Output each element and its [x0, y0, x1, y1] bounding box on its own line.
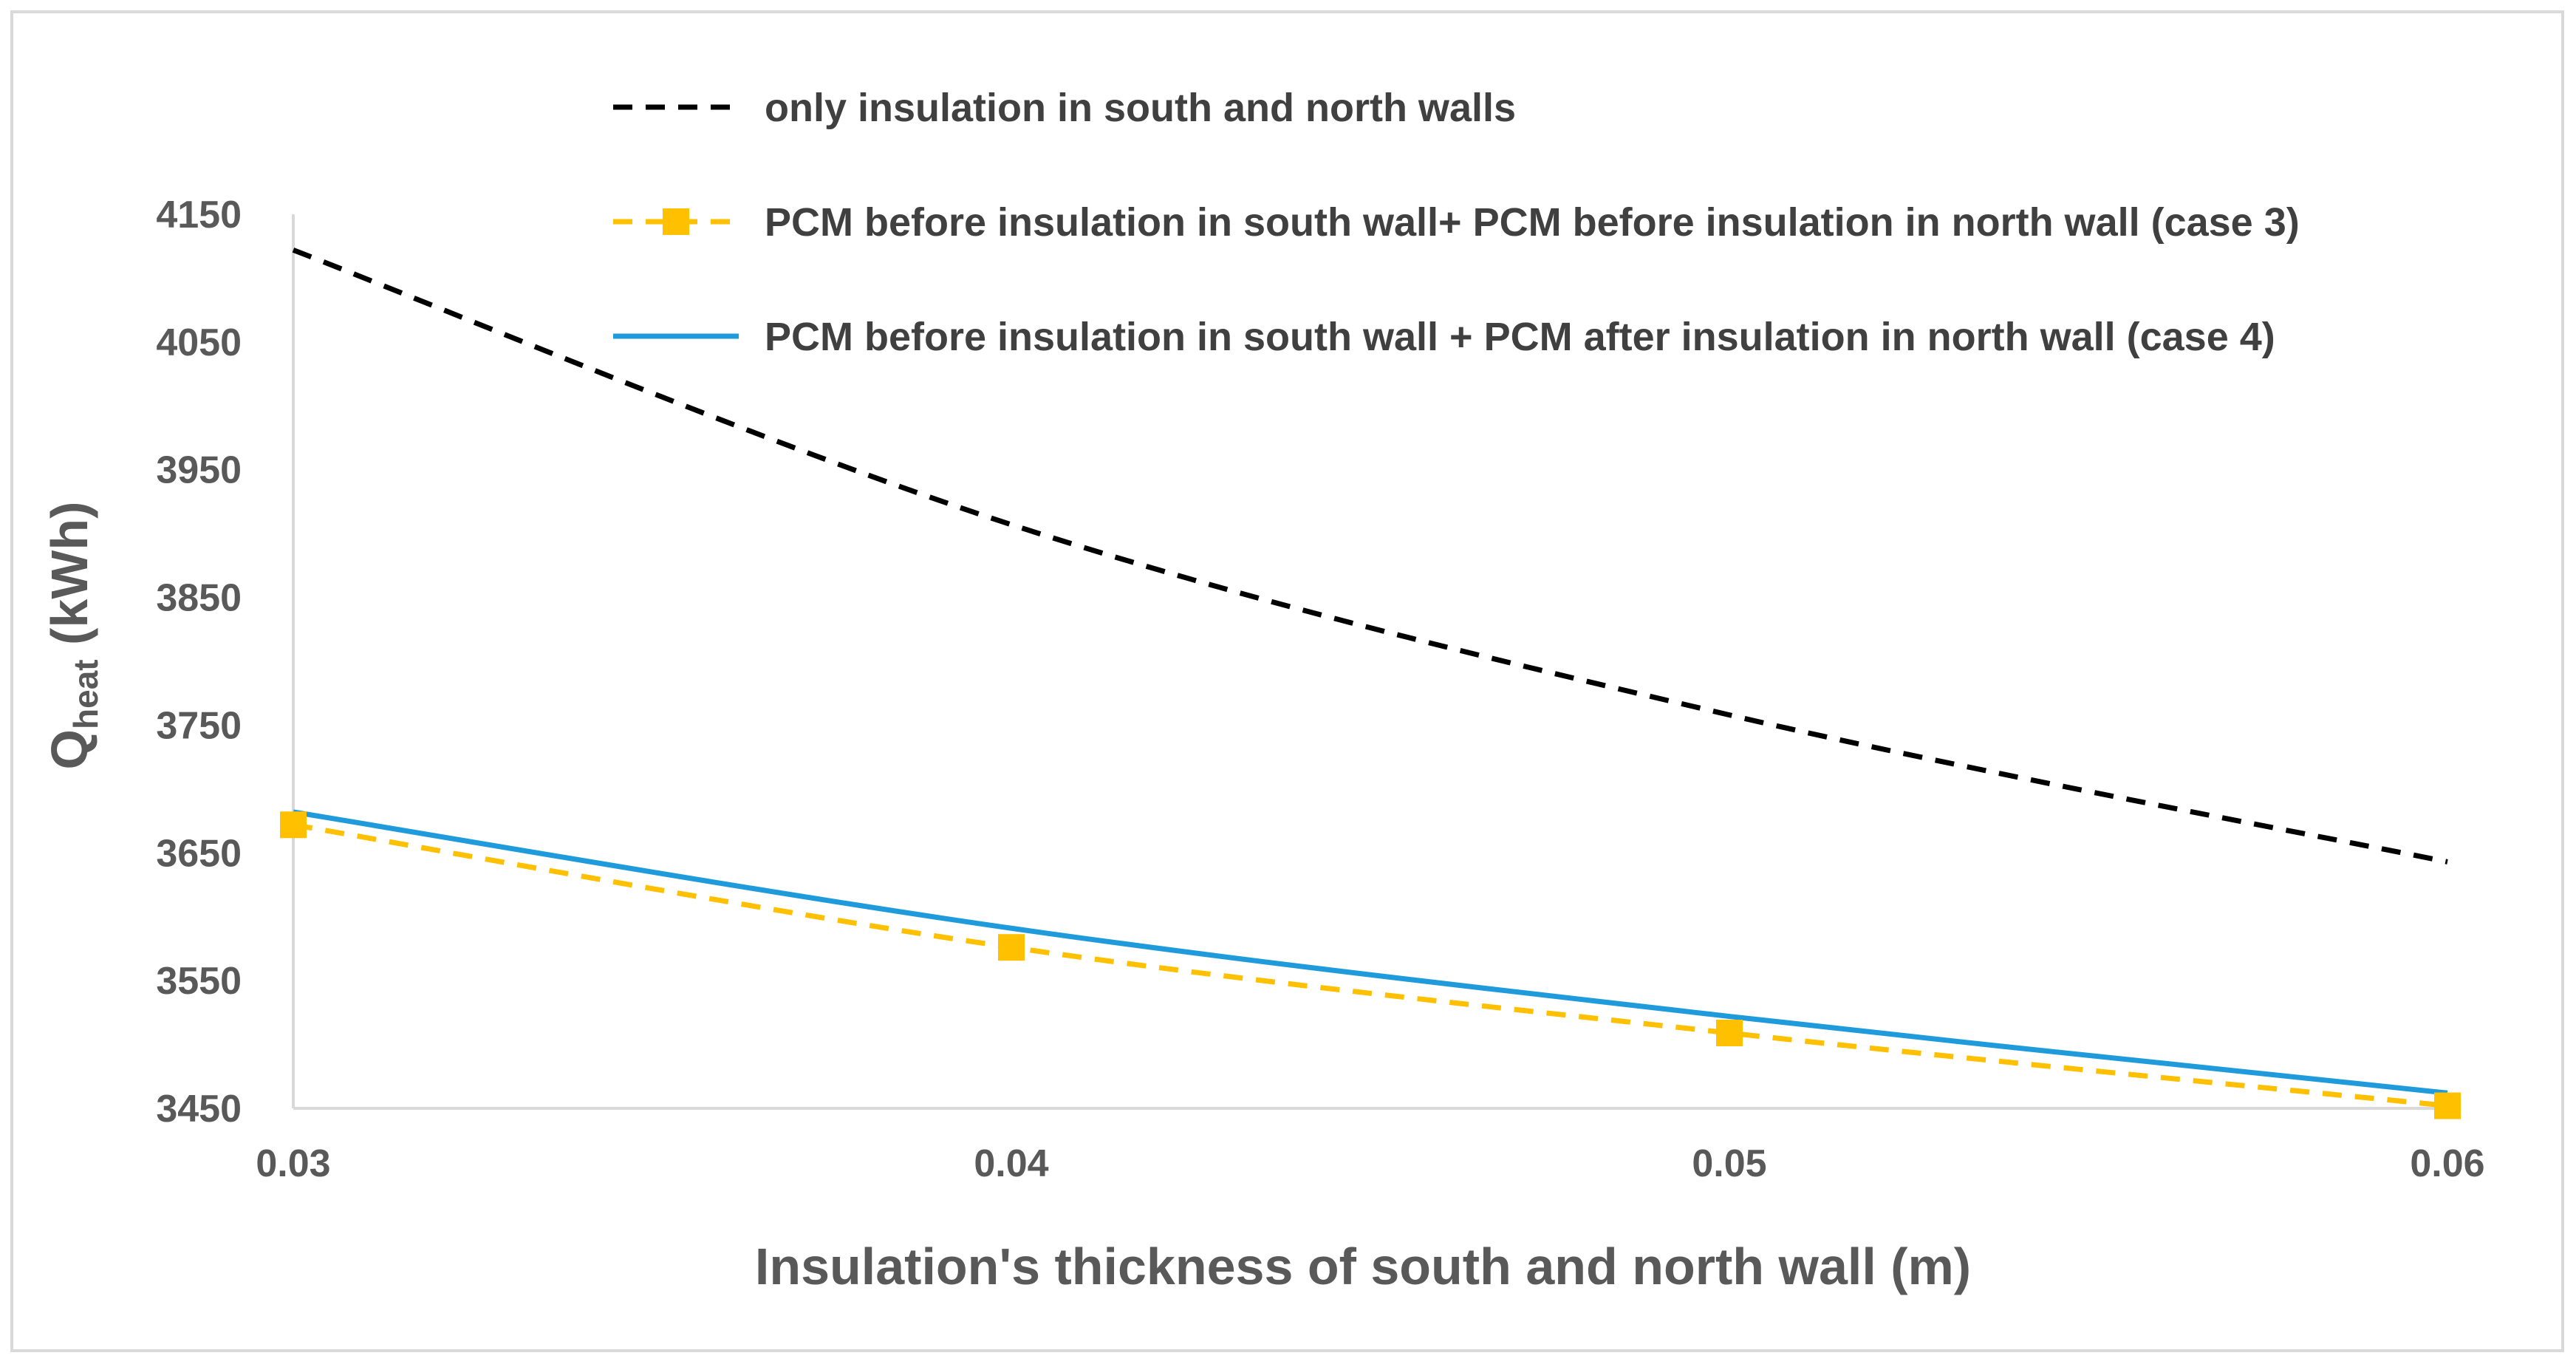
legend-swatch-marker — [663, 208, 689, 235]
series-marker-square — [1716, 1020, 1743, 1047]
legend: only insulation in south and north walls… — [613, 86, 2300, 359]
y-tick-label: 3450 — [156, 1088, 242, 1131]
series-1 — [292, 248, 2448, 865]
x-tick-labels: 0.03 0.04 0.05 0.06 — [256, 1142, 2484, 1185]
y-tick-labels: 3450 3550 3650 3750 3850 3950 4050 4150 — [156, 194, 242, 1131]
y-axis-title: Qheat (kWh) — [41, 502, 105, 770]
x-axis-title: Insulation's thickness of south and nort… — [755, 1238, 1971, 1295]
legend-item-3: PCM before insulation in south wall + PC… — [613, 315, 2275, 359]
legend-label: PCM before insulation in south wall+ PCM… — [765, 200, 2300, 245]
y-tick-label: 4050 — [156, 321, 242, 364]
series-layer — [280, 248, 2461, 1119]
series-marker-square — [998, 934, 1025, 961]
y-axis-title-subscript: heat — [66, 659, 105, 729]
axes — [292, 214, 2447, 1110]
series-marker-square — [2434, 1092, 2461, 1119]
chart-frame — [10, 10, 2564, 1352]
y-tick-label: 4150 — [156, 194, 242, 236]
y-axis-title-unit: (kWh) — [41, 502, 98, 660]
series-line — [293, 809, 2448, 1096]
y-tick-label: 3750 — [156, 704, 242, 747]
x-tick-label: 0.03 — [256, 1142, 330, 1185]
x-tick-label: 0.05 — [1692, 1142, 1766, 1185]
x-tick-label: 0.06 — [2410, 1142, 2484, 1185]
y-tick-label: 3550 — [156, 960, 242, 1003]
series-marker-square — [280, 811, 307, 839]
x-tick-label: 0.04 — [974, 1142, 1048, 1185]
series-3 — [293, 809, 2448, 1096]
legend-item-2: PCM before insulation in south wall+ PCM… — [613, 200, 2300, 245]
y-tick-label: 3650 — [156, 832, 242, 875]
y-tick-label: 3950 — [156, 449, 242, 492]
series-2 — [280, 811, 2461, 1119]
y-axis-title-main: Q — [41, 729, 98, 769]
legend-label: PCM before insulation in south wall + PC… — [765, 315, 2275, 359]
series-line — [292, 248, 2448, 865]
y-tick-label: 3850 — [156, 577, 242, 620]
series-line — [293, 822, 2448, 1109]
legend-label: only insulation in south and north walls — [765, 86, 1516, 130]
legend-item-1: only insulation in south and north walls — [613, 86, 1516, 130]
